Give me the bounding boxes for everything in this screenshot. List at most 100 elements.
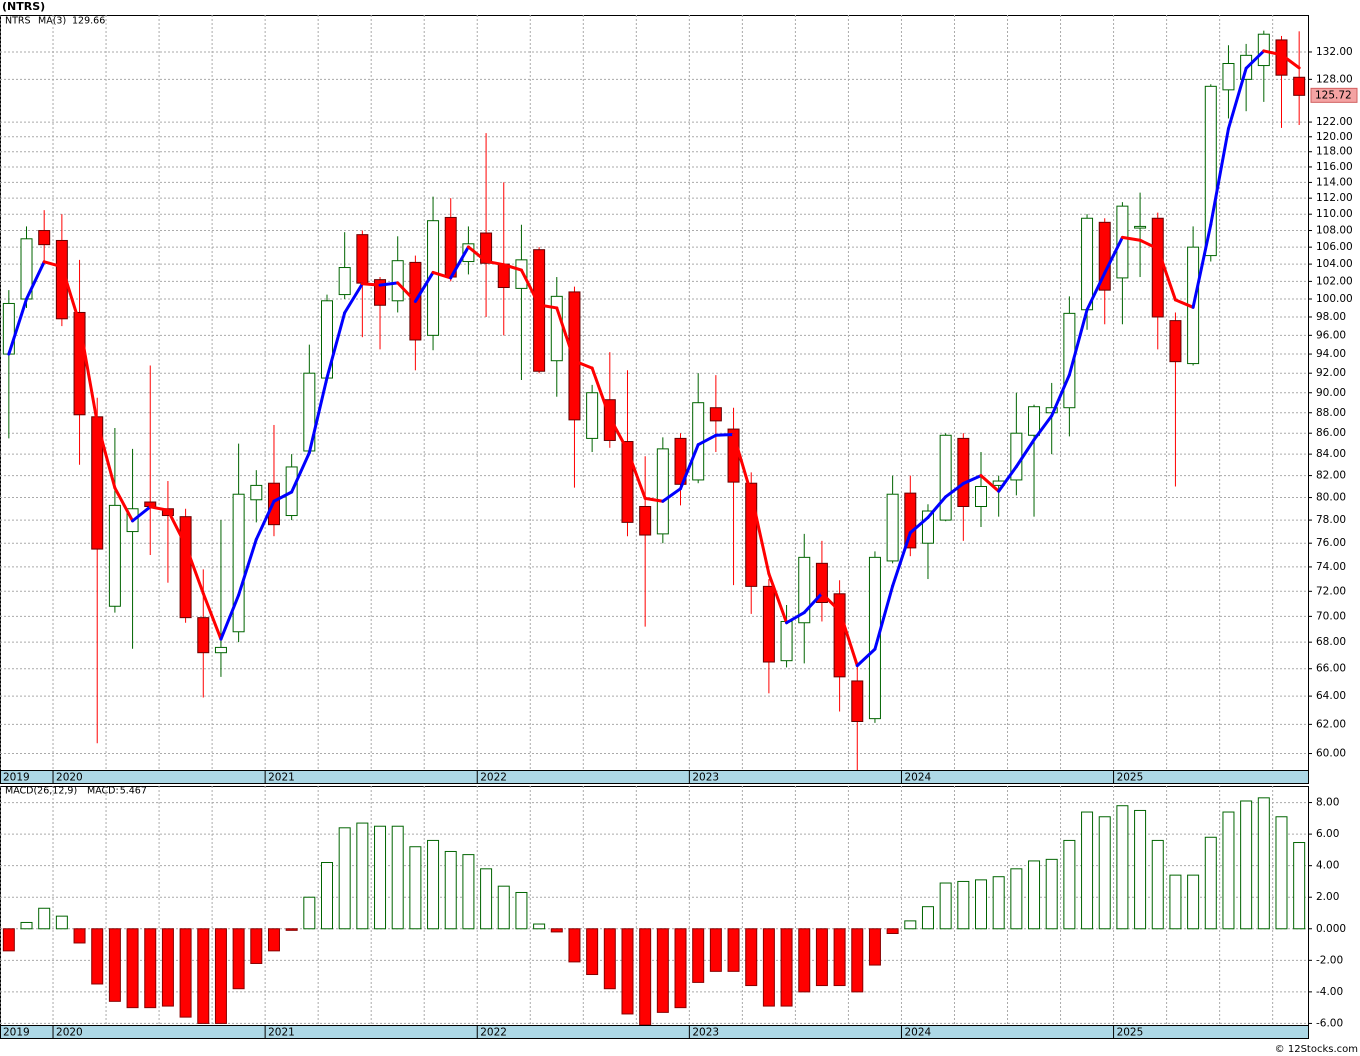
macd-bar: [1116, 805, 1129, 930]
y-tick-label: 2.00: [1316, 891, 1339, 903]
y-tick-label: 72.00: [1316, 585, 1346, 597]
y-tick-label: 92.00: [1316, 367, 1346, 379]
ma-segment: [166, 508, 188, 547]
legend-name: MACD:: [87, 786, 119, 797]
macd-bar: [1028, 860, 1041, 930]
candle-body: [762, 585, 775, 663]
macd-bar: [639, 928, 652, 1026]
macd-bar: [1275, 816, 1288, 930]
candle-body: [1098, 221, 1111, 291]
ma-segment: [643, 496, 665, 503]
macd-bar: [515, 891, 528, 930]
x-tick-label: 2023: [692, 772, 719, 784]
legend-ma-value: 129.66: [72, 16, 105, 27]
ma-segment: [1120, 235, 1142, 242]
y-tick-label: 94.00: [1316, 348, 1346, 360]
candle-body: [356, 234, 369, 284]
macd-bar: [232, 928, 245, 990]
y-tick-label: 68.00: [1316, 636, 1346, 648]
ma-segment: [661, 487, 683, 503]
macd-bar: [250, 928, 263, 964]
macd-bar: [2, 928, 15, 952]
ma-segment: [537, 303, 559, 310]
y-tick-label: 100.00: [1316, 293, 1353, 305]
candle-body: [1063, 312, 1076, 409]
ma-segment: [1279, 53, 1301, 70]
macd-bar: [197, 928, 210, 1024]
y-tick-label: 118.00: [1316, 146, 1353, 158]
macd-bar: [1293, 842, 1306, 930]
macd-bar: [1204, 836, 1217, 930]
candle-body: [1204, 85, 1217, 257]
ma-segment: [396, 281, 417, 303]
macd-bar: [303, 896, 316, 930]
ma-segment: [148, 505, 170, 512]
macd-bar: [1187, 874, 1200, 930]
macd-bar: [851, 928, 864, 993]
ma-segment: [820, 591, 842, 613]
candle-body: [621, 441, 634, 523]
macd-bar: [497, 885, 510, 930]
x-tick-label: 2019: [3, 772, 30, 784]
macd-bar: [762, 928, 775, 1007]
ma-segment: [1244, 49, 1266, 70]
ma-segment: [1262, 49, 1283, 57]
ma-segment: [449, 245, 470, 280]
candle-body: [1151, 217, 1164, 318]
candle-body: [939, 434, 952, 521]
macd-bar: [886, 928, 899, 935]
y-tick-label: 80.00: [1316, 492, 1346, 504]
macd-bar: [939, 882, 952, 930]
ma-segment: [1014, 438, 1036, 469]
macd-bar: [321, 862, 333, 930]
candle-body: [179, 516, 192, 619]
panel-frame: [0, 15, 1309, 771]
ma-segment: [1226, 66, 1248, 131]
candle-body: [338, 267, 351, 296]
ma-segment: [25, 260, 46, 301]
macd-bar: [621, 928, 634, 1015]
y-tick-label: 64.00: [1316, 690, 1346, 702]
candle-body: [586, 392, 599, 439]
ma-segment: [325, 311, 347, 380]
legend-ma-name: MA(3): [38, 16, 66, 27]
x-tick-label: 2024: [904, 1027, 931, 1039]
candle-body: [1028, 406, 1041, 436]
panel-frame: [0, 786, 1309, 1026]
macd-bar: [1098, 816, 1111, 930]
macd-bar: [533, 923, 546, 930]
macd-bar: [550, 928, 563, 933]
candle-body: [197, 617, 210, 654]
ma-segment: [60, 265, 82, 325]
footer: © 12Stocks.com: [1275, 1044, 1358, 1055]
ma-segment: [1209, 127, 1230, 227]
candle-body: [833, 593, 846, 678]
macd-bar: [568, 928, 581, 963]
candle-body: [921, 510, 934, 544]
ma-segment: [696, 433, 718, 447]
macd-bar: [992, 876, 1005, 930]
y-tick-label: 90.00: [1316, 387, 1346, 399]
ma-segment: [343, 282, 364, 315]
y-tick-label: 128.00: [1316, 73, 1353, 85]
candle-body: [851, 680, 864, 722]
candle-body: [427, 220, 440, 336]
macd-bar: [815, 928, 828, 987]
macd-bar: [1169, 874, 1182, 930]
ma-segment: [714, 433, 736, 437]
y-tick-label: 78.00: [1316, 514, 1346, 526]
candle-body: [232, 493, 245, 633]
ma-segment: [378, 281, 400, 287]
ma-segment: [1103, 235, 1124, 275]
ma-segment: [184, 543, 205, 595]
ma-segment: [785, 611, 806, 625]
macd-bar: [1081, 811, 1094, 930]
candle-body: [73, 311, 86, 416]
macd-bar: [444, 850, 457, 930]
ma-segment: [1032, 414, 1054, 442]
y-tick-label: 132.00: [1316, 46, 1353, 58]
macd-bar: [1134, 809, 1147, 930]
macd-bar: [780, 928, 793, 1007]
date-bar: [0, 1025, 1309, 1039]
